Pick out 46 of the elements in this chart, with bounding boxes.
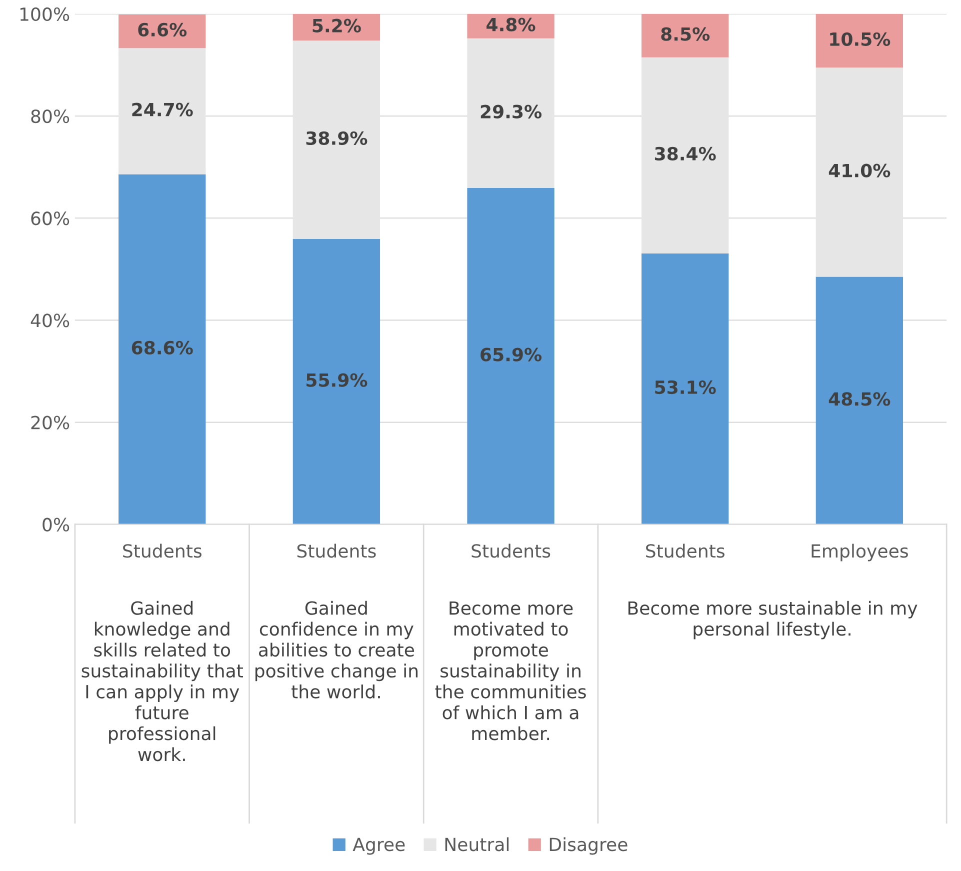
text: 65.9% [480, 348, 542, 362]
text: 29.3% [480, 104, 542, 118]
bar [816, 68, 904, 277]
bar [292, 40, 380, 240]
bar [118, 14, 206, 48]
x-tick-label: Students [646, 544, 724, 558]
text: 10.5% [830, 32, 890, 46]
text: 38.9% [306, 131, 368, 145]
text: 4.8% [486, 18, 536, 32]
bar [816, 14, 904, 68]
text: 8.5% [661, 27, 710, 41]
text: 53.1% [655, 380, 716, 394]
text: Gained confidence in my abilities to create positive change in the world. [255, 600, 418, 698]
y-tick-label: 100% [20, 7, 70, 22]
bar [118, 174, 206, 524]
bar [642, 253, 729, 524]
y-tick-label: 40% [30, 314, 70, 328]
bar [816, 276, 904, 524]
bar [467, 38, 554, 188]
y-tick-label: 0% [42, 518, 70, 532]
legend-label: Disagree [550, 837, 628, 855]
text: 6.6% [138, 22, 187, 37]
y-tick-label: 80% [31, 109, 70, 124]
bar [118, 48, 206, 174]
y-tick-label: 20% [31, 416, 70, 430]
x-tick-label: Employees [812, 544, 908, 562]
text: 68.6% [132, 340, 193, 355]
legend-label: Neutral [445, 837, 509, 852]
text: Become more motivated to promote sustainability in the communities of which I am a member. [435, 601, 586, 740]
x-tick-label: Students [472, 544, 550, 558]
x-tick-label: Students [123, 544, 202, 558]
bar [467, 188, 554, 524]
bar [642, 57, 729, 254]
text: Become more sustainable in my personal lifestyle. [628, 600, 918, 640]
legend-label: Agree [352, 838, 405, 855]
bar [292, 239, 380, 524]
text: Gained knowledge and skills related to sustainability that I can apply in my future professional work. [82, 600, 243, 762]
text: 41.0% [828, 164, 890, 178]
text: 48.5% [828, 392, 890, 406]
text: 24.7% [132, 102, 193, 116]
y-tick-label: 60% [31, 212, 70, 226]
x-tick-label: Students [297, 544, 376, 558]
text: 55.9% [306, 373, 368, 387]
bar [642, 14, 729, 58]
text: 38.4% [654, 146, 716, 161]
text: 5.2% [312, 18, 361, 32]
